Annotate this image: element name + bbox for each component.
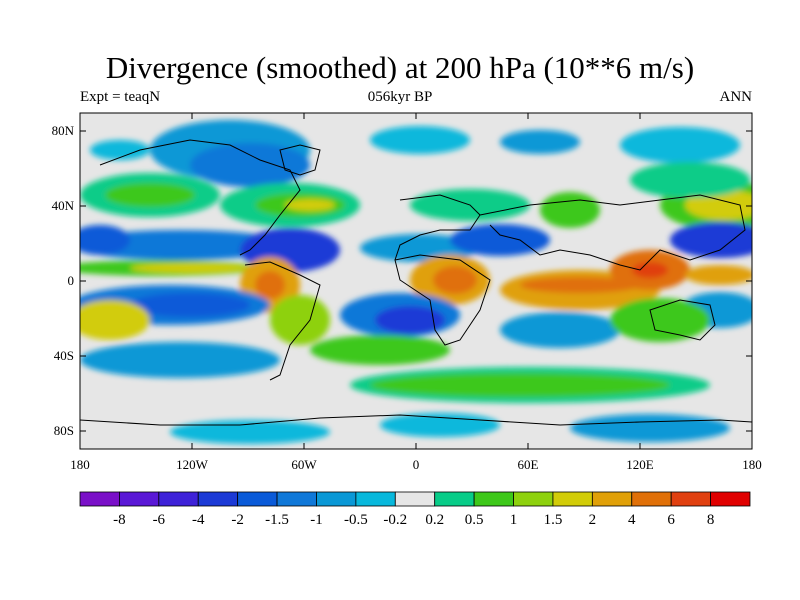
colorbar-label: 4 xyxy=(628,512,636,528)
y-axis: 80N 40N 0 40S 80S xyxy=(52,123,752,438)
colorbar-label: -1 xyxy=(310,512,323,528)
colorbar-label: 0.2 xyxy=(425,512,444,528)
colorbar-label: 0.5 xyxy=(465,512,484,528)
colorbar-swatch xyxy=(316,491,357,507)
colorbar-label: -8 xyxy=(113,512,126,528)
colorbar: -8 -6 -4 -2 -1.5 -1 -0.5 -0.2 0.2 0.5 1 1.5 2 4 6 8 xyxy=(79,491,751,528)
coast-australia xyxy=(649,299,716,341)
colorbar-swatch xyxy=(276,491,317,507)
coast-antarctica xyxy=(80,414,752,426)
colorbar-swatch xyxy=(552,491,593,507)
colorbar-label: -2 xyxy=(231,512,244,528)
coast-north-america xyxy=(99,139,301,256)
colorbar-swatch xyxy=(197,491,239,507)
colorbar-swatch xyxy=(434,491,475,507)
coast-greenland xyxy=(279,144,321,176)
colorbar-swatch xyxy=(513,491,554,507)
colorbar-label: -6 xyxy=(153,512,166,528)
colorbar-swatch xyxy=(158,491,199,507)
x-tick-label: 60W xyxy=(291,457,317,472)
x-tick-label: 120W xyxy=(176,457,209,472)
coast-europe xyxy=(394,194,481,261)
colorbar-swatch xyxy=(591,491,633,507)
y-tick-label: 40S xyxy=(54,348,74,363)
colorbar-swatch xyxy=(394,491,436,507)
season-label: ANN xyxy=(719,89,753,105)
colorbar-swatch xyxy=(710,491,751,507)
colorbar-label: 2 xyxy=(589,512,597,528)
y-tick-label: 0 xyxy=(68,273,75,288)
colorbar-swatch xyxy=(355,491,396,507)
coast-asia xyxy=(479,194,746,271)
map-title: Divergence (smoothed) at 200 hPa (10**6 … xyxy=(105,50,695,85)
y-tick-label: 40N xyxy=(52,198,75,213)
colorbar-label: 1 xyxy=(510,512,518,528)
x-axis: 180 120W 60W 0 60E 120E 180 xyxy=(70,113,762,472)
x-tick-label: 180 xyxy=(70,457,90,472)
y-tick-label: 80S xyxy=(54,423,74,438)
period-label: 056kyr BP xyxy=(367,89,433,105)
x-tick-label: 60E xyxy=(518,457,539,472)
colorbar-label: 1.5 xyxy=(544,512,563,528)
field-layer xyxy=(80,113,752,449)
colorbar-swatch xyxy=(237,491,278,507)
colorbar-label: -0.2 xyxy=(383,512,407,528)
colorbar-label: -4 xyxy=(192,512,205,528)
colorbar-swatch xyxy=(119,491,160,507)
coastlines xyxy=(80,139,752,426)
x-tick-label: 180 xyxy=(742,457,762,472)
colorbar-label: 6 xyxy=(667,512,675,528)
colorbar-swatch xyxy=(631,491,672,507)
patch-ntrop-neg xyxy=(80,230,290,260)
colorbar-label: -0.5 xyxy=(344,512,368,528)
y-tick-label: 80N xyxy=(52,123,75,138)
colorbar-label: 8 xyxy=(707,512,715,528)
coast-south-america xyxy=(244,261,321,381)
colorbar-swatch xyxy=(670,491,711,507)
experiment-label: Expt = teaqN xyxy=(80,89,161,105)
colorbar-swatch xyxy=(473,491,514,507)
x-tick-label: 120E xyxy=(626,457,654,472)
colorbar-label: -1.5 xyxy=(265,512,289,528)
colorbar-swatch xyxy=(79,491,120,507)
x-tick-label: 0 xyxy=(413,457,420,472)
coast-africa xyxy=(394,254,491,346)
